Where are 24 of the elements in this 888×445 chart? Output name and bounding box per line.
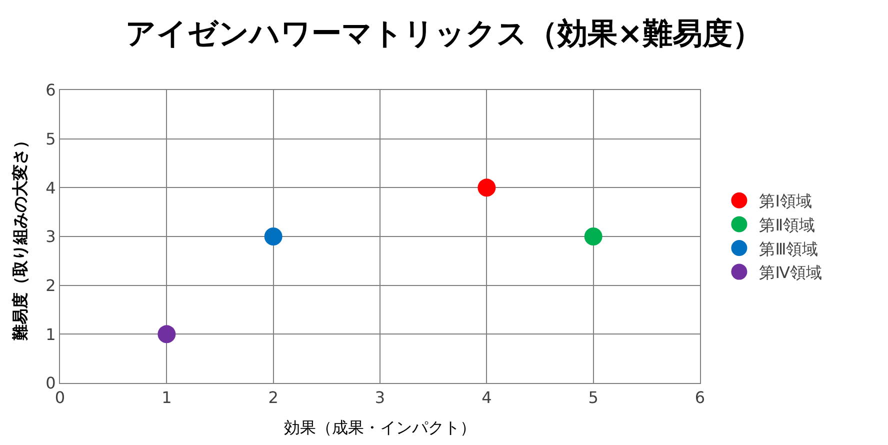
y-tick-label: 2 [46, 276, 56, 295]
point [584, 228, 602, 246]
point [158, 325, 176, 344]
legend-label: 第Ⅲ領域 [759, 239, 818, 258]
chart-title: アイゼンハワーマトリックス（効果×難易度） [125, 16, 763, 52]
y-tick-label: 5 [46, 129, 56, 148]
x-tick-label: 5 [588, 388, 598, 408]
x-tick-label: 6 [694, 388, 706, 408]
x-tick-label: 1 [162, 388, 172, 408]
y-tick-label: 1 [46, 324, 56, 344]
y-tick-label: 6 [46, 80, 56, 100]
legend-label: 第Ⅳ領域 [759, 263, 822, 282]
y-tick-label: 0 [46, 374, 56, 393]
legend-label: 第Ⅰ領域 [759, 192, 812, 211]
y-tick-label: 3 [46, 227, 56, 246]
y-tick-label: 4 [46, 178, 56, 198]
x-tick-label: 4 [482, 388, 492, 408]
point [264, 228, 282, 246]
x-tick-label: 2 [268, 388, 278, 408]
point [478, 178, 496, 197]
x-axis-title: 効果（成果・インパクト） [284, 418, 476, 437]
y-axis-title: 難易度（取り組みの大変さ） [10, 132, 30, 342]
x-tick-label: 3 [374, 388, 386, 408]
legend-label: 第Ⅱ領域 [759, 215, 816, 234]
